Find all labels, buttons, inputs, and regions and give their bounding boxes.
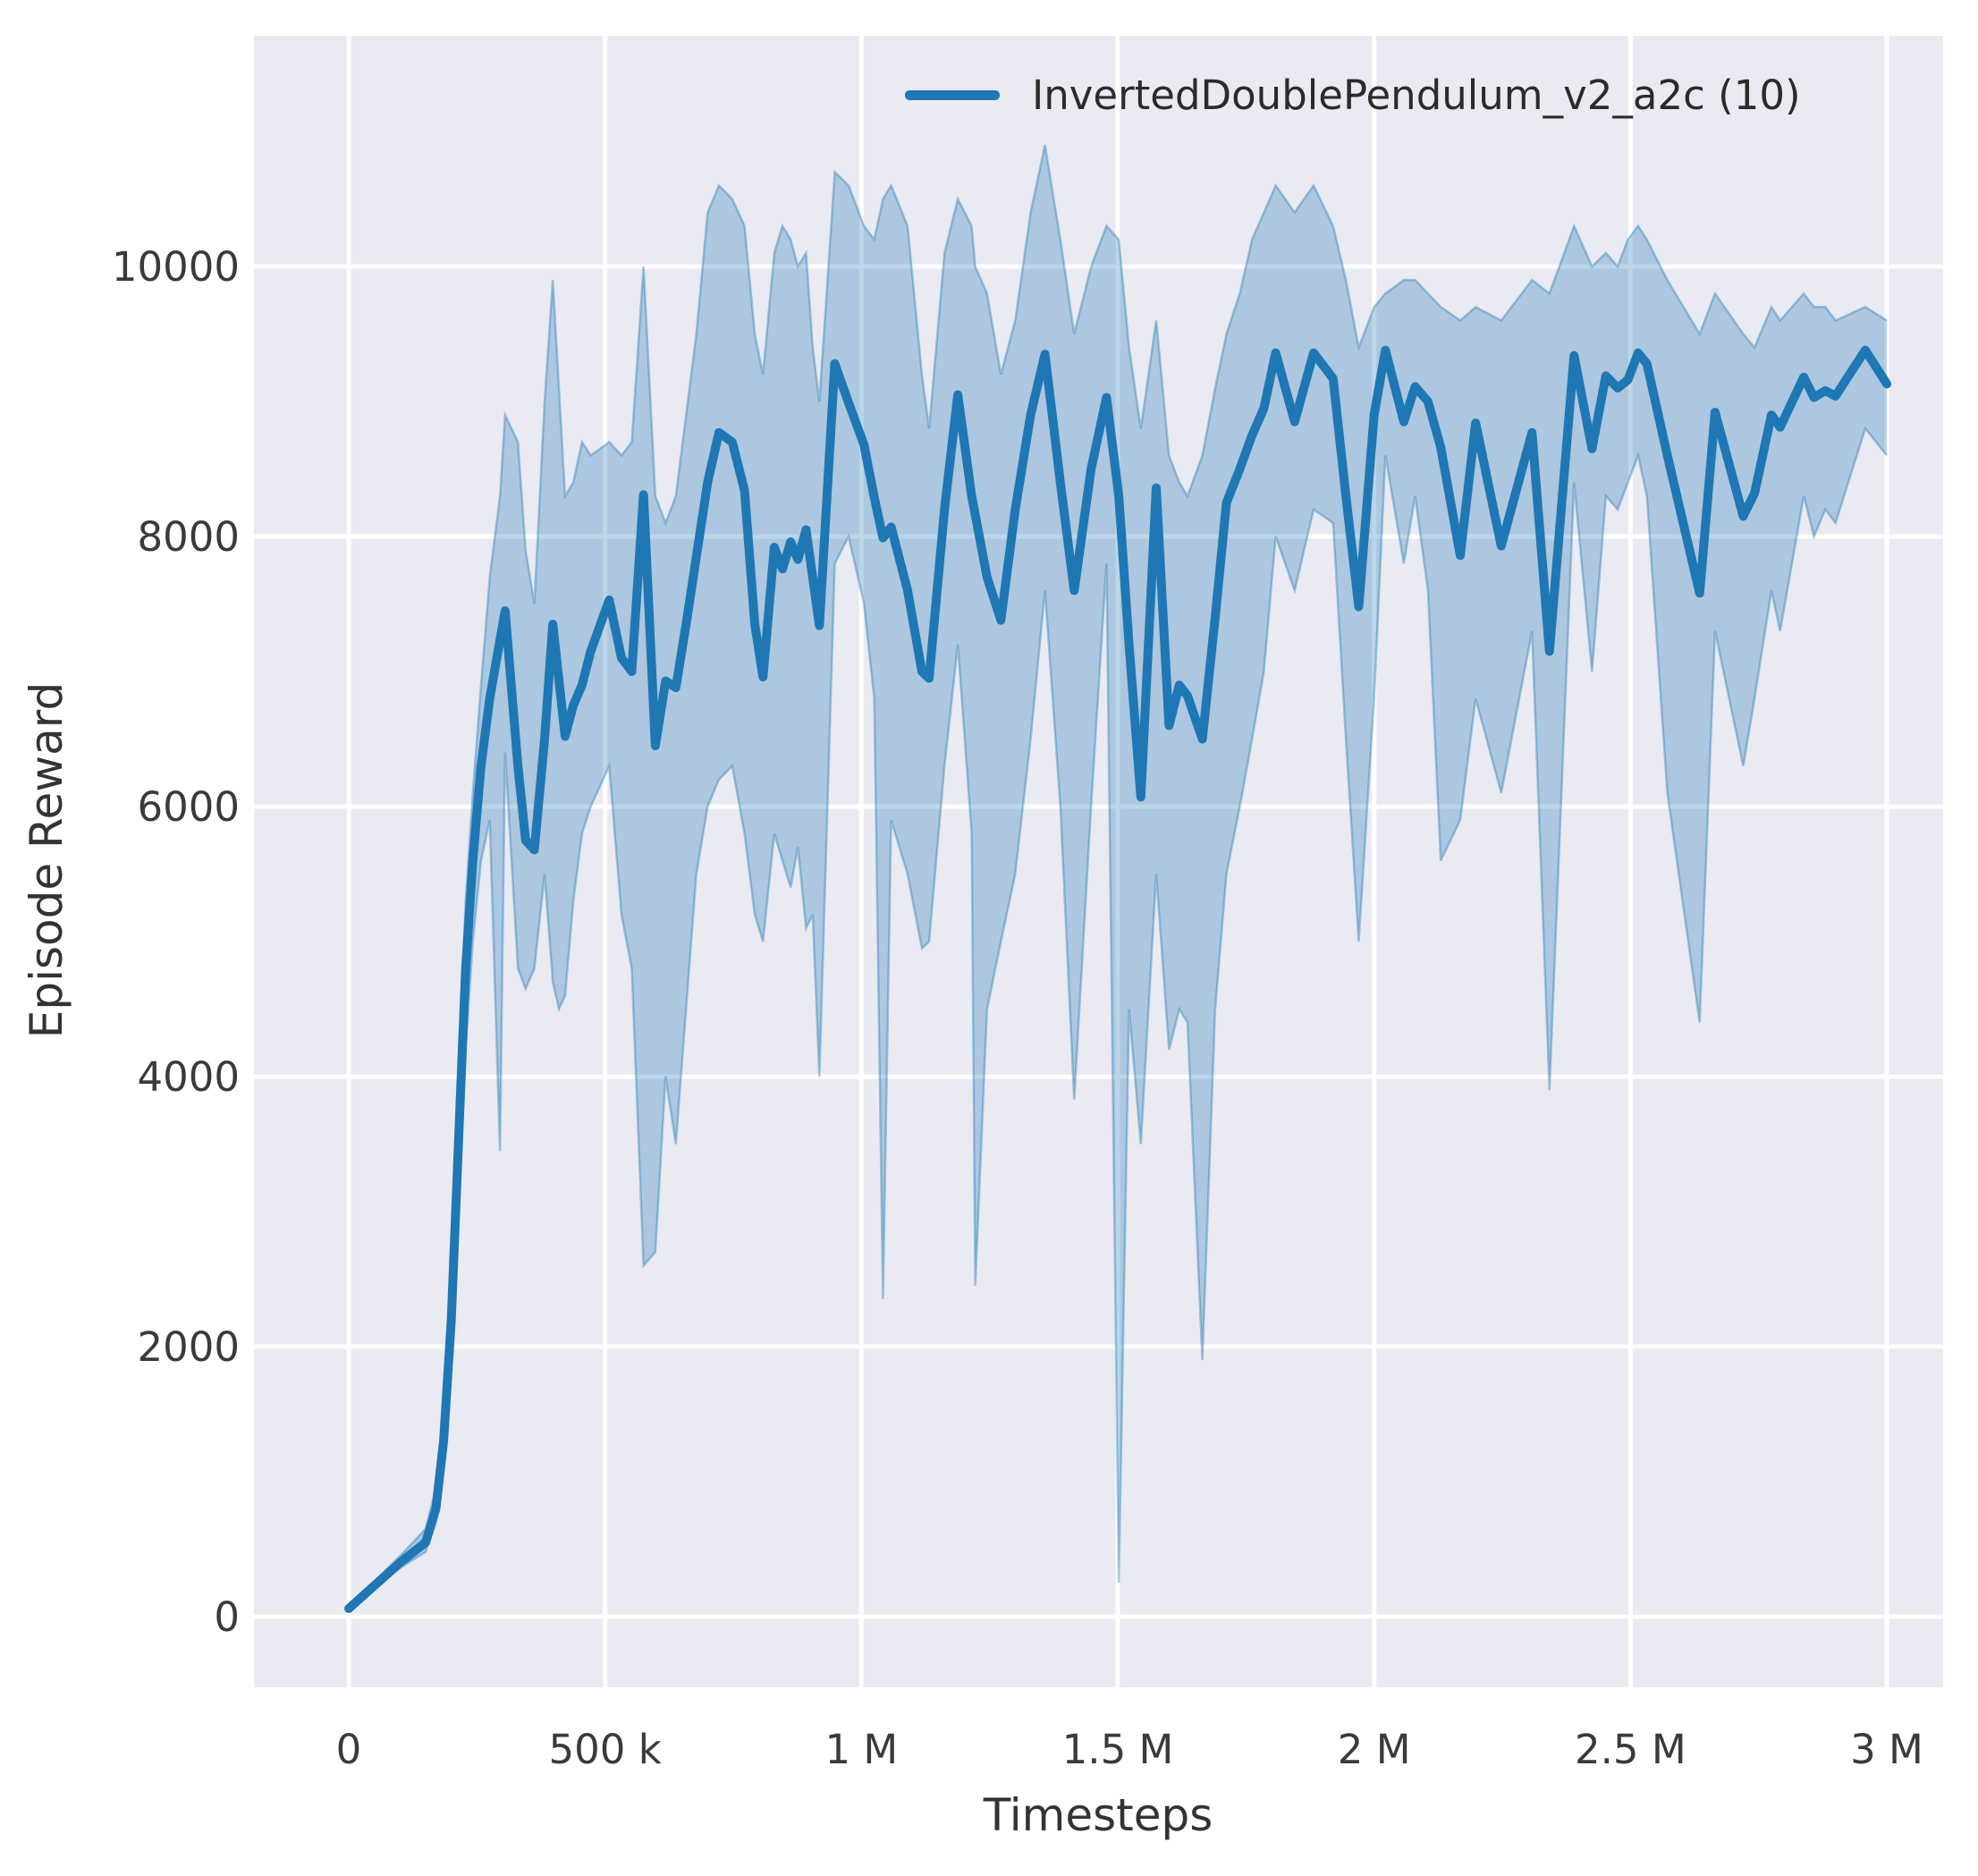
x-tick-label: 2 M bbox=[1338, 1726, 1411, 1773]
y-tick-label: 4000 bbox=[137, 1053, 240, 1101]
x-tick-label: 1 M bbox=[824, 1726, 898, 1773]
x-tick-label: 2.5 M bbox=[1575, 1726, 1686, 1773]
x-axis-label: Timesteps bbox=[983, 1789, 1213, 1841]
y-axis-label: Episode Reward bbox=[21, 681, 72, 1039]
band-upper-edge bbox=[348, 144, 1888, 1606]
y-tick-label: 2000 bbox=[137, 1323, 240, 1371]
confidence-band bbox=[349, 145, 1887, 1611]
x-tick-label: 0 bbox=[336, 1726, 362, 1773]
legend-label: InvertedDoublePendulum_v2_a2c (10) bbox=[1032, 72, 1801, 119]
y-tick-label: 0 bbox=[214, 1593, 240, 1641]
x-tick-label: 3 M bbox=[1850, 1726, 1923, 1773]
mean-line bbox=[344, 345, 1891, 1613]
x-tick-label: 1.5 M bbox=[1062, 1726, 1174, 1773]
y-tick-label: 6000 bbox=[137, 783, 240, 831]
x-tick-label: 500 k bbox=[549, 1726, 662, 1773]
legend: InvertedDoublePendulum_v2_a2c (10) bbox=[905, 72, 1801, 119]
y-tick-label: 10000 bbox=[112, 243, 240, 291]
plot-area bbox=[254, 36, 1943, 1687]
legend-line-swatch bbox=[905, 90, 1000, 100]
band-lower-edge bbox=[348, 426, 1888, 1612]
y-tick-label: 8000 bbox=[137, 513, 240, 561]
